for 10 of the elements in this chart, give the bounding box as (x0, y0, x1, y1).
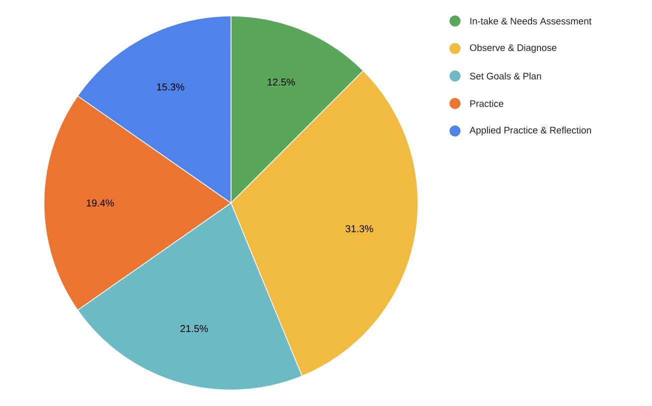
legend-label: Observe & Diagnose (470, 44, 556, 53)
legend-label: Practice (470, 100, 504, 107)
legend-label: In-take & Needs Assessment (470, 18, 592, 24)
data-label: 15.3% (157, 83, 184, 90)
data-label: 21.5% (180, 325, 208, 332)
data-label: 31.3% (346, 225, 374, 232)
legend-label: Set Goals & Plan (470, 72, 541, 80)
data-label: 12.5% (268, 78, 295, 86)
data-label: 19.4% (86, 199, 114, 207)
legend-label: Applied Practice & Reflection (470, 126, 591, 136)
